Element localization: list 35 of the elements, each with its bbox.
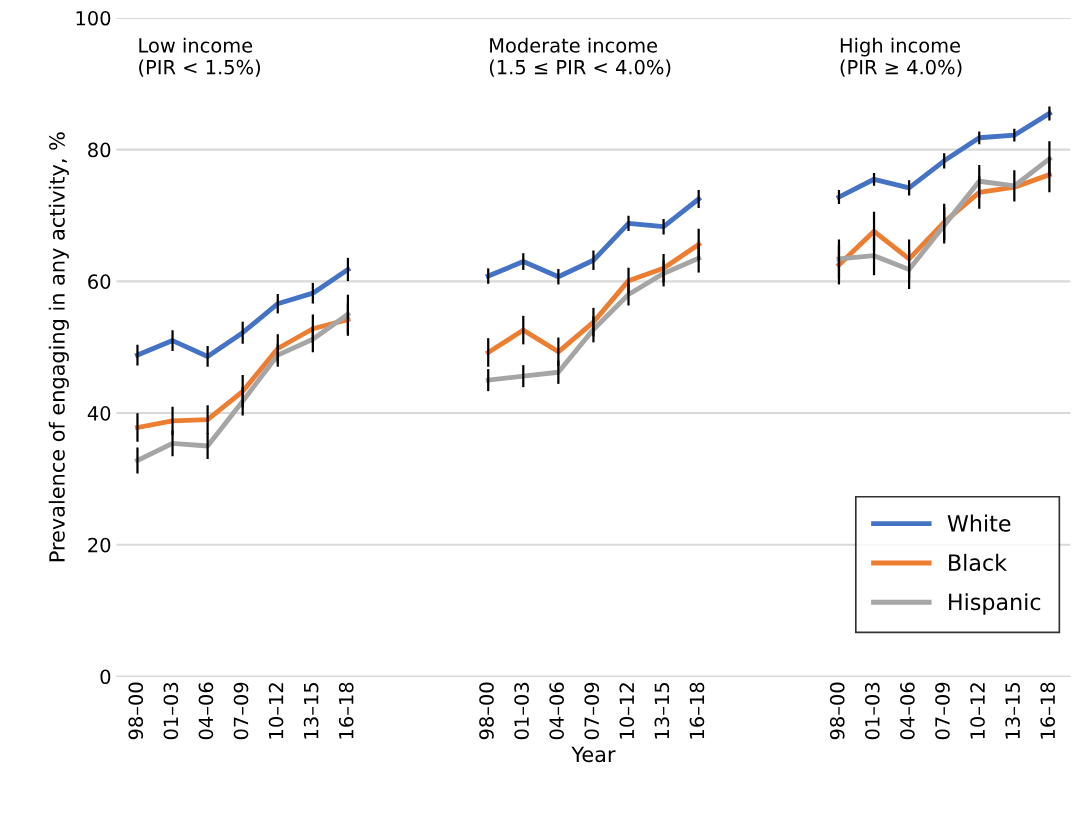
x-tick-label: 98–00 — [479, 682, 494, 740]
x-tick-label: 10–12 — [268, 683, 284, 739]
x-axis-title: Year — [571, 746, 616, 763]
x-tick-label: 01–03 — [514, 682, 529, 740]
y-tick-label: 20 — [88, 537, 111, 553]
y-tick-label: 40 — [87, 406, 111, 421]
x-tick-label: 07–09 — [233, 682, 249, 740]
x-tick-label: 01–03 — [864, 682, 880, 740]
x-tick-label: 10–12 — [619, 683, 635, 739]
y-tick-label: 0 — [100, 669, 111, 685]
y-tick-label: 100 — [76, 10, 111, 26]
x-tick-label: 04–06 — [900, 682, 915, 740]
x-tick-label: 16–18 — [1040, 682, 1056, 739]
x-tick-label: 10–12 — [970, 683, 985, 739]
x-tick-label: 98–00 — [128, 682, 144, 740]
y-tick-label: 60 — [88, 274, 111, 289]
x-tick-label: 04–06 — [198, 682, 214, 740]
annotation: Moderate income (1.5 ≤ PIR < 4.0%) — [489, 37, 671, 77]
legend-label: Hispanic — [949, 593, 1041, 615]
x-tick-label: 13–15 — [1005, 683, 1020, 739]
x-tick-label: 16–18 — [689, 682, 705, 739]
x-tick-label: 98–00 — [829, 682, 845, 740]
x-tick-label: 07–09 — [935, 682, 950, 740]
x-tick-label: 13–15 — [303, 683, 319, 739]
annotation: Low income (PIR < 1.5%) — [139, 37, 260, 77]
x-tick-label: 01–03 — [163, 682, 179, 740]
x-tick-label: 13–15 — [654, 683, 670, 739]
legend-label: White — [947, 514, 1011, 532]
annotation: High income (PIR ≥ 4.0%) — [840, 37, 962, 77]
legend-label: Black — [949, 553, 1007, 572]
y-axis-title: Prevalence of engaging in any activity, % — [48, 132, 69, 562]
x-tick-label: 07–09 — [584, 682, 600, 740]
y-tick-label: 80 — [88, 142, 111, 158]
x-tick-label: 04–06 — [549, 682, 565, 740]
x-tick-label: 16–18 — [338, 682, 354, 739]
